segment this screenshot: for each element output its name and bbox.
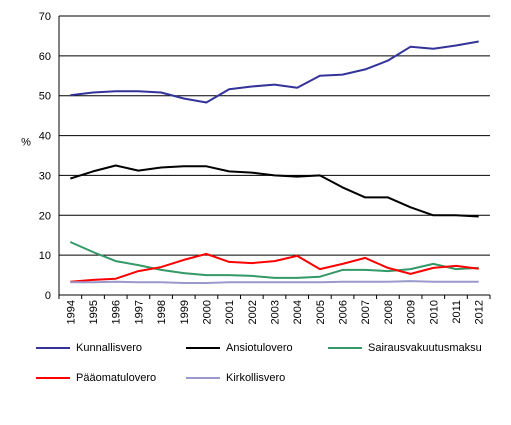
y-tick-label: 0: [45, 290, 51, 302]
series-line-kirkollisvero: [70, 280, 479, 284]
y-tick-label: 60: [39, 51, 51, 63]
y-tick-label: 10: [39, 250, 51, 262]
series-line-sairausvakuutusmaksu: [69, 241, 479, 279]
x-tick-label: 2010: [428, 300, 440, 324]
axes: [58, 16, 491, 299]
legend-label: Kirkollisvero: [226, 372, 286, 384]
legend-item-kunnallisvero: Kunnallisvero: [36, 342, 142, 354]
x-tick-label: 1998: [156, 300, 168, 324]
legend-label: Sairausvakuutusmaksu: [368, 342, 482, 354]
x-tick-label: 2002: [247, 300, 259, 324]
y-axis-label: %: [21, 137, 31, 149]
legend-label: Ansiotulovero: [226, 342, 293, 354]
x-tick-label: 2006: [338, 300, 350, 324]
x-tick-label: 2003: [270, 300, 282, 324]
series-line-paaomatulovero: [70, 252, 479, 283]
x-tick-label: 2009: [406, 300, 418, 324]
legend-swatch: [36, 347, 70, 350]
x-tick-label: 2004: [292, 300, 304, 324]
legend-item-paaomatulovero: Pääomatulovero: [36, 372, 156, 384]
y-tick-label: 70: [39, 11, 51, 23]
x-tick-label: 1995: [88, 300, 100, 324]
x-tick-label: 2000: [201, 300, 213, 324]
gridlines: [59, 15, 490, 256]
x-tick-label: 1999: [179, 300, 191, 324]
x-tick-label: 2011: [451, 300, 463, 324]
legend-item-kirkollisvero: Kirkollisvero: [186, 372, 285, 384]
x-tick-label: 2001: [224, 300, 236, 324]
legend-swatch: [186, 347, 220, 350]
legend-item-sairausvakuutusmaksu: Sairausvakuutusmaksu: [328, 342, 482, 354]
legend-swatch: [36, 377, 70, 380]
tick-labels: 0 10 20 30 40 50 60 70% 1994 1995 1996 1997 1998 1999…: [21, 11, 486, 324]
y-tick-label: 30: [39, 170, 51, 182]
y-tick-label: 40: [39, 131, 51, 143]
x-tick-label: 1997: [133, 300, 145, 324]
y-tick-label: 50: [39, 91, 51, 103]
legend-label: Pääomatulovero: [76, 372, 157, 384]
x-tick-label: 2008: [383, 300, 395, 324]
x-tick-label: 2005: [315, 300, 327, 324]
legend-item-ansiotulovero: Ansiotulovero: [186, 342, 293, 354]
series-line-ansiotulovero: [69, 164, 479, 218]
legend-swatch: [328, 347, 362, 350]
x-tick-label: 2012: [474, 300, 486, 324]
x-tick-label: 2007: [360, 300, 372, 324]
legend-label: Kunnallisvero: [76, 342, 143, 354]
y-tick-label: 20: [39, 210, 51, 222]
x-tick-label: 1996: [111, 300, 123, 324]
legend-swatch: [186, 377, 220, 380]
series-lines: [69, 40, 479, 284]
series-line-kunnallisvero: [70, 40, 479, 104]
x-tick-label: 1994: [65, 300, 77, 324]
